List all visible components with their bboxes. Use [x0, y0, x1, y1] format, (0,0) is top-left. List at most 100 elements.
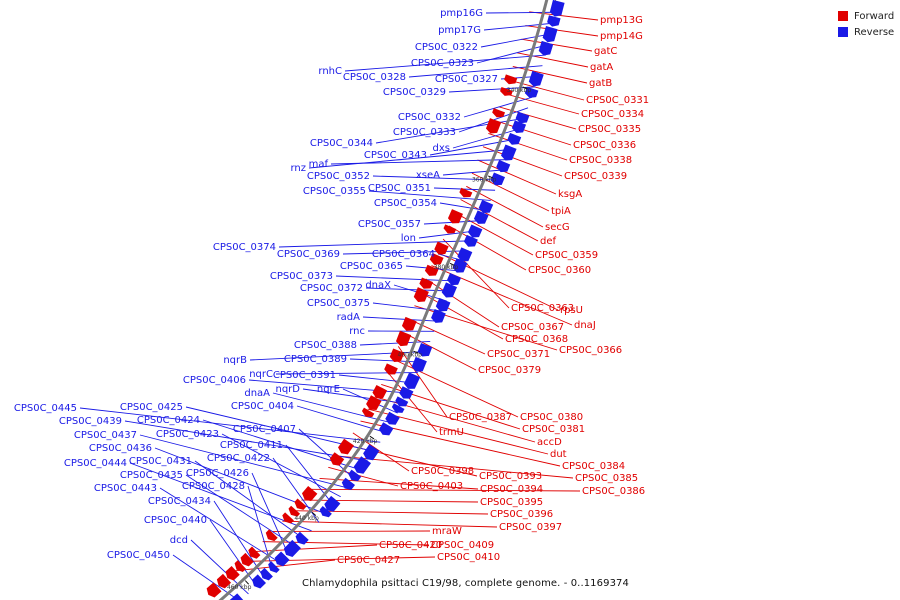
forward-gene-feature: [329, 452, 345, 466]
forward-gene-feature: [338, 438, 354, 455]
forward-leader-line: [488, 132, 568, 161]
forward-gene-feature: [492, 108, 506, 118]
reverse-gene-label: CPS0C_0445: [14, 403, 77, 414]
forward-gene-feature: [419, 277, 434, 289]
reverse-gene-feature: [478, 199, 494, 214]
reverse-gene-label: CPS0C_0444: [64, 458, 127, 469]
forward-gene-label: CPS0C_0385: [575, 473, 638, 484]
scale-tick: [413, 350, 419, 354]
reverse-leader-line: [439, 202, 487, 211]
reverse-leader-line: [272, 392, 393, 424]
reverse-gene-label: CPS0C_0354: [374, 198, 437, 209]
reverse-gene-label: dcd: [170, 535, 188, 546]
reverse-gene-label: CPS0C_0404: [231, 401, 294, 412]
forward-leader-line: [242, 556, 436, 562]
reverse-leader-line: [362, 316, 439, 322]
reverse-gene-label: CPS0C_0436: [89, 443, 152, 454]
reverse-gene-label: xseA: [416, 170, 440, 181]
forward-gene-label: CPS0C_0403: [400, 481, 463, 492]
forward-gene-feature: [265, 529, 278, 542]
reverse-gene-feature: [319, 505, 332, 518]
forward-gene-label: dnaJ: [574, 320, 596, 331]
reverse-leader-line: [429, 138, 517, 156]
forward-gene-feature: [459, 187, 473, 198]
forward-gene-label: CPS0C_0394: [480, 484, 543, 495]
legend: Forward Reverse: [838, 8, 894, 40]
reverse-leader-line: [159, 487, 281, 564]
forward-gene-feature: [234, 560, 247, 572]
reverse-leader-line: [349, 358, 423, 363]
forward-gene-feature: [424, 264, 439, 276]
forward-gene-feature: [395, 330, 412, 347]
reverse-leader-line: [79, 407, 381, 443]
reverse-gene-label: CPS0C_0323: [411, 58, 474, 69]
reverse-leader-line: [338, 374, 414, 384]
reverse-leader-line: [408, 65, 543, 78]
reverse-leader-line: [129, 462, 312, 532]
forward-gene-label: ksgA: [558, 189, 582, 200]
forward-gene-feature: [413, 287, 429, 303]
reverse-gene-feature: [353, 456, 372, 474]
forward-gene-feature: [429, 253, 444, 265]
reverse-gene-feature: [549, 0, 565, 17]
scale-tick: [449, 262, 455, 266]
scale-tick: [369, 435, 375, 440]
forward-gene-feature: [443, 224, 457, 234]
legend-label-forward: Forward: [854, 10, 895, 22]
reverse-leader-line: [372, 302, 443, 312]
reverse-gene-feature: [490, 172, 506, 186]
forward-leader-line: [521, 38, 593, 52]
forward-gene-label: CPS0C_0386: [582, 486, 645, 497]
reverse-gene-label: CPS0C_0424: [137, 415, 200, 426]
reverse-gene-label: CPS0C_0351: [368, 183, 431, 194]
reverse-gene-feature: [348, 469, 362, 482]
forward-gene-feature: [206, 582, 222, 598]
forward-gene-label: secG: [545, 222, 570, 233]
forward-gene-feature: [294, 498, 307, 510]
forward-gene-label: trmU: [439, 427, 464, 438]
forward-leader-line: [419, 291, 504, 340]
forward-gene-feature: [216, 573, 232, 589]
reverse-gene-feature: [431, 308, 446, 323]
reverse-gene-label: maf: [309, 159, 329, 170]
figure-caption: Chlamydophila psittaci C19/98, complete …: [302, 578, 629, 589]
forward-gene-label: mraW: [432, 526, 462, 537]
reverse-gene-label: CPS0C_0344: [310, 138, 373, 149]
reverse-gene-label: CPS0C_0332: [398, 112, 461, 123]
forward-gene-label: CPS0C_0335: [578, 124, 641, 135]
forward-gene-feature: [282, 512, 294, 524]
forward-gene-feature: [500, 87, 513, 96]
forward-gene-label: accD: [537, 437, 562, 448]
reverse-gene-label: CPS0C_0391: [273, 370, 336, 381]
reverse-gene-label: CPS0C_0329: [383, 87, 446, 98]
forward-leader-line: [336, 455, 574, 479]
reverse-gene-feature: [524, 86, 539, 98]
scale-tick-label: 440 kbp: [294, 515, 319, 522]
scale-tick-label: 400 kbp: [398, 351, 423, 358]
forward-leader-line: [525, 25, 599, 37]
reverse-gene-label: CPS0C_0328: [343, 72, 406, 83]
reverse-gene-feature: [403, 372, 421, 389]
reverse-leader-line: [359, 340, 431, 346]
reverse-leader-line: [480, 33, 553, 48]
forward-gene-label: CPS0C_0420: [379, 540, 442, 551]
forward-gene-label: CPS0C_0393: [479, 471, 542, 482]
reverse-gene-feature: [547, 15, 561, 27]
forward-gene-label: CPS0C_0384: [562, 461, 625, 472]
scale-tick: [487, 175, 493, 179]
reverse-gene-feature: [528, 70, 544, 87]
forward-gene-label: CPS0C_0368: [505, 334, 568, 345]
reverse-gene-label: CPS0C_0437: [74, 430, 137, 441]
reverse-leader-line: [278, 240, 474, 248]
reverse-gene-label: CPS0C_0322: [415, 42, 478, 53]
reverse-gene-feature: [324, 495, 341, 512]
reverse-gene-label: CPS0C_0439: [59, 416, 122, 427]
forward-gene-label: CPS0C_0331: [586, 95, 649, 106]
forward-gene-label: gatB: [589, 78, 612, 89]
forward-gene-feature: [372, 384, 388, 399]
reverse-gene-label: rnz: [290, 163, 306, 174]
reverse-gene-label: CPS0C_0443: [94, 483, 157, 494]
forward-gene-label: CPS0C_0409: [431, 540, 494, 551]
forward-leader-line: [517, 52, 589, 68]
